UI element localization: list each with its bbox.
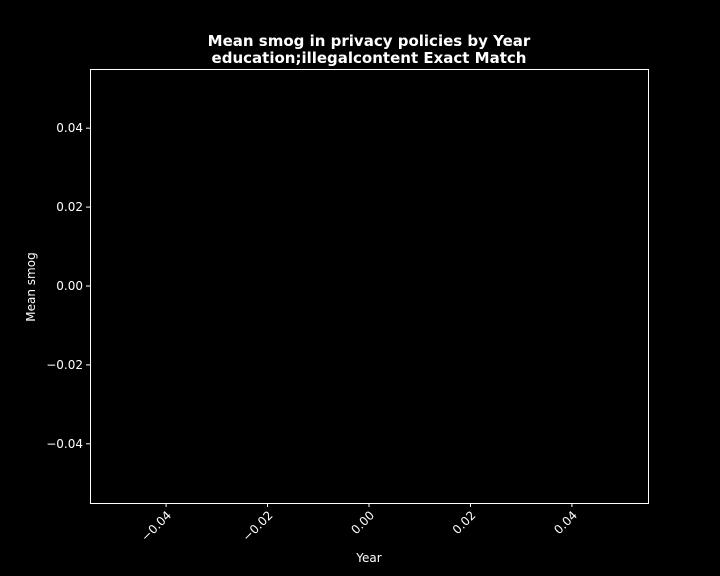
y-tick-label: −0.04 bbox=[46, 437, 83, 451]
y-axis-label: Mean smog bbox=[24, 252, 38, 321]
y-tick-label: −0.02 bbox=[46, 358, 83, 372]
y-tick-label: 0.04 bbox=[56, 121, 83, 135]
y-tick-label: 0.00 bbox=[56, 279, 83, 293]
x-axis-label: Year bbox=[355, 551, 381, 565]
chart-title: Mean smog in privacy policies by Year bbox=[208, 32, 531, 50]
chart-subtitle: education;illegalcontent Exact Match bbox=[212, 49, 527, 67]
y-tick-label: 0.02 bbox=[56, 200, 83, 214]
y-axis-ticks: 0.04 0.02 0.00 −0.02 −0.04 bbox=[46, 121, 90, 451]
